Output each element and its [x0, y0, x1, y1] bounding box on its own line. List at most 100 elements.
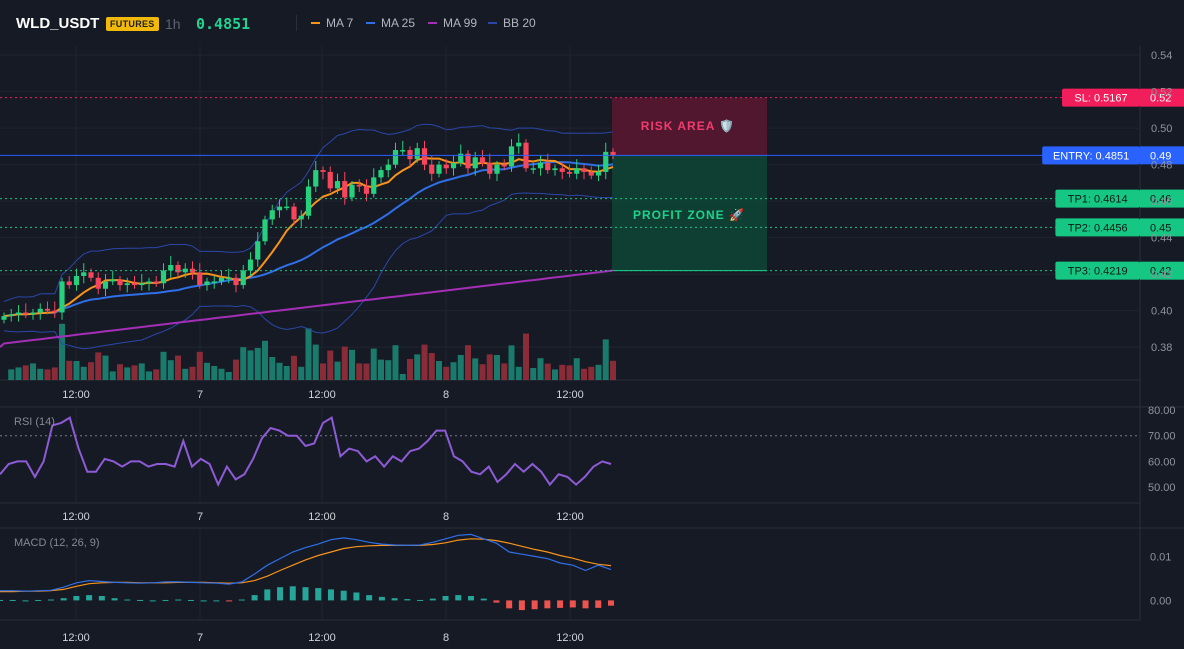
candle-body [226, 277, 232, 280]
volume-bar [240, 347, 247, 380]
axis-price-tag [1140, 189, 1184, 208]
candle-body [385, 164, 391, 171]
bb-upper-line [3, 123, 614, 302]
volume-bar [341, 346, 348, 380]
candle-body [516, 142, 522, 147]
macd-histogram-bar [200, 600, 207, 602]
volume-bar [196, 351, 203, 380]
macd-histogram-bar [187, 599, 194, 601]
candle-body [276, 206, 283, 211]
volume-bar [588, 366, 595, 380]
candle-body [168, 265, 174, 271]
legend-bb20[interactable]: BB 20 [488, 16, 536, 30]
time-tick-label: 12:00 [62, 632, 90, 644]
macd-line [0, 533, 612, 592]
volume-bar [515, 366, 522, 380]
candle-body [37, 308, 43, 313]
candle-body [8, 314, 14, 317]
legend-ma99[interactable]: MA 99 [428, 16, 477, 30]
candle-body [247, 259, 254, 271]
axis-price-tag-label: 0.45 [1150, 222, 1171, 234]
time-tick-label: 8 [443, 389, 449, 401]
candle-body [269, 210, 275, 220]
candle-body [131, 283, 138, 286]
volume-bar [457, 355, 464, 380]
volume-bar [334, 361, 341, 380]
legend-label: MA 25 [381, 16, 416, 30]
rsi-line [0, 416, 612, 488]
chart-header: WLD_USDT FUTURES 1h 0.4851 MA 7 MA 25 MA… [0, 0, 1184, 46]
profit-zone-label: PROFIT ZONE 🚀 [633, 208, 745, 222]
candle-body [407, 150, 413, 160]
volume-bar [276, 362, 283, 380]
volume-bar [15, 367, 22, 380]
macd-histogram-bar [327, 589, 334, 601]
macd-histogram-bar [60, 598, 67, 601]
volume-bar [291, 355, 297, 380]
price-tick-label: 0.46 [1151, 196, 1172, 208]
candle-body [581, 168, 587, 172]
volume-bar [283, 366, 290, 380]
time-tick-label: 12:00 [556, 511, 584, 523]
candle-body [588, 171, 594, 176]
candle-body [421, 148, 428, 165]
candle-body [117, 279, 123, 286]
candle-body [559, 168, 565, 172]
price-levels: SL: 0.5167 0.52 ENTRY: 0.4851 0.49 TP1: 0.46… [0, 88, 1184, 280]
macd-histogram-bar [366, 595, 373, 601]
volume-bar [530, 368, 537, 380]
volume-bar [247, 350, 254, 380]
volume-bar [37, 368, 44, 380]
candle-body [139, 283, 145, 286]
legend-ma25[interactable]: MA 25 [366, 16, 415, 30]
volume-bar [378, 359, 384, 380]
last-price: 0.4851 [196, 15, 251, 33]
level-tag-label: TP1: 0.4614 [1068, 194, 1128, 206]
timeframe-label[interactable]: 1h [165, 16, 181, 32]
candle-body [537, 162, 544, 169]
legend-ma7[interactable]: MA 7 [311, 16, 353, 30]
candle-body [262, 219, 268, 242]
candle-body [320, 170, 326, 172]
legend-swatch [311, 22, 320, 24]
macd-histogram-bar [86, 595, 93, 601]
volume-bar [138, 363, 145, 380]
candle-body [458, 153, 464, 163]
macd-histogram-bar [35, 599, 42, 601]
time-tick-label: 12:00 [308, 632, 336, 644]
price-tick-label: 0.54 [1151, 50, 1172, 62]
level-tag [1055, 218, 1140, 237]
volume-bar [472, 358, 479, 380]
volume-bar [131, 365, 138, 380]
candle-body [110, 279, 116, 282]
macd-histogram-bar [213, 600, 220, 602]
volume-bar [356, 363, 363, 380]
candle-body [603, 151, 609, 172]
candle-body [574, 168, 580, 174]
header-divider [296, 15, 297, 31]
volume-bar [428, 353, 435, 380]
level-tag [1042, 146, 1140, 165]
candle-body [44, 308, 51, 311]
risk-area-label: RISK AREA 🛡️ [641, 119, 735, 133]
symbol-name[interactable]: WLD_USDT [16, 15, 100, 32]
candle-body [552, 168, 558, 171]
candle-body [52, 310, 58, 313]
volume-bar [602, 339, 609, 380]
volume-bar [8, 369, 15, 380]
axis-price-tag-label: 0.49 [1150, 150, 1171, 162]
price-tick-label: 0.52 [1151, 87, 1172, 99]
candle-body [81, 272, 87, 276]
rsi-tick-label: 60.00 [1148, 456, 1176, 468]
level-tag [1062, 88, 1140, 107]
macd-histogram-bar [137, 599, 144, 601]
macd-histogram-bar [47, 599, 54, 601]
candle-body [284, 206, 290, 209]
volume-bar [508, 345, 515, 380]
level-tag-label: ENTRY: 0.4851 [1053, 150, 1129, 162]
macd-histogram-bar [608, 600, 614, 606]
volume-bar [109, 371, 116, 380]
volume-bar [189, 366, 196, 380]
candle-body [487, 162, 493, 174]
